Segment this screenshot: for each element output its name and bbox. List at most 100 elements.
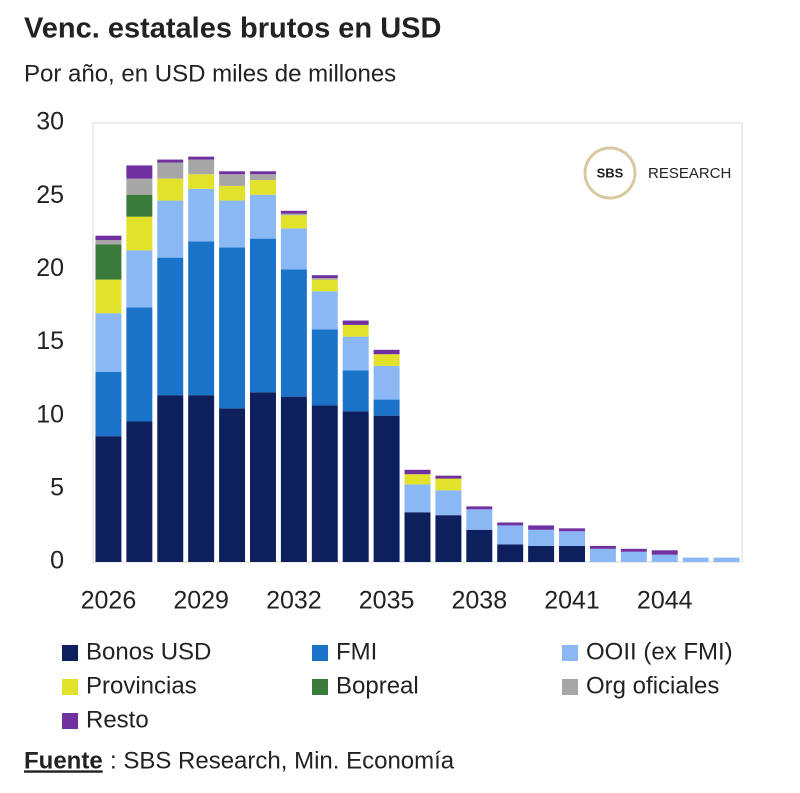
- bar-segment: [682, 557, 709, 562]
- y-tick-label: 0: [50, 547, 64, 575]
- bar-segment: [311, 278, 338, 280]
- bar-segment: [713, 557, 740, 562]
- bar-segment: [157, 257, 184, 396]
- bar-segment: [188, 156, 215, 160]
- bar-segment: [188, 395, 215, 562]
- chart-subtitle: Por año, en USD miles de millones: [24, 60, 396, 87]
- bar-segment: [126, 307, 153, 422]
- bar-segment: [528, 529, 555, 546]
- bar-segment: [219, 200, 246, 248]
- bar-segment: [95, 279, 122, 314]
- bar-segment: [435, 490, 462, 516]
- bar-segment: [280, 228, 307, 270]
- bar-segment: [219, 174, 246, 186]
- bar-segment: [249, 392, 276, 562]
- legend-swatch: [562, 679, 578, 695]
- bar-segment: [95, 313, 122, 372]
- bar-segment: [126, 165, 153, 179]
- watermark-logo-circle: [583, 146, 637, 200]
- bar-segment: [157, 395, 184, 562]
- bar-segment: [188, 188, 215, 242]
- legend-label: Provincias: [86, 672, 197, 699]
- y-tick-label: 25: [36, 181, 64, 209]
- bar-segment: [188, 241, 215, 396]
- bar-segment: [373, 349, 400, 355]
- bar-segment: [373, 354, 400, 366]
- x-tick-label: 2041: [544, 587, 600, 615]
- bar-segment: [589, 545, 616, 549]
- chart-title: Venc. estatales brutos en USD: [24, 13, 441, 45]
- bar-segment: [157, 159, 184, 163]
- bar-segment: [219, 171, 246, 175]
- bar-segment: [528, 525, 555, 530]
- legend-swatch: [62, 645, 78, 661]
- bar-segment: [311, 279, 338, 292]
- bar-segment: [249, 194, 276, 239]
- bar-segment: [620, 548, 647, 552]
- bar-segment: [249, 238, 276, 393]
- bar-segment: [311, 329, 338, 406]
- bar-segment: [157, 162, 184, 179]
- bar-segment: [157, 200, 184, 258]
- bar-segment: [249, 180, 276, 195]
- x-tick-label: 2038: [451, 587, 507, 615]
- legend-label: Bonos USD: [86, 638, 211, 665]
- bar-segment: [497, 522, 524, 526]
- bar-segment: [404, 512, 431, 562]
- bar-segment: [188, 159, 215, 175]
- bar-segment: [342, 324, 369, 337]
- legend-label: OOII (ex FMI): [586, 638, 733, 665]
- bar-segment: [126, 194, 153, 217]
- watermark-text: RESEARCH: [648, 165, 731, 182]
- bar-segment: [95, 436, 122, 562]
- y-tick-label: 20: [36, 254, 64, 282]
- legend-label: Org oficiales: [586, 672, 719, 699]
- bar-segment: [342, 336, 369, 371]
- bar-segment: [280, 269, 307, 397]
- bar-segment: [219, 408, 246, 562]
- bar-segment: [280, 213, 307, 216]
- legend-swatch: [312, 679, 328, 695]
- x-tick-label: 2044: [637, 587, 693, 615]
- x-tick-label: 2026: [81, 587, 137, 615]
- bar-segment: [342, 411, 369, 562]
- bar-segment: [126, 178, 153, 195]
- bar-segment: [404, 469, 431, 475]
- legend-swatch: [312, 645, 328, 661]
- bar-segment: [95, 371, 122, 437]
- bar-segment: [95, 235, 122, 241]
- bar-segment: [528, 545, 555, 562]
- bar-segment: [126, 250, 153, 308]
- source-label: Fuente: [24, 747, 103, 774]
- bar-segment: [559, 528, 586, 532]
- bar-segment: [651, 550, 678, 555]
- bar-segment: [373, 399, 400, 416]
- bar-segment: [651, 554, 678, 562]
- bar-segment: [342, 320, 369, 325]
- x-tick-label: 2029: [173, 587, 229, 615]
- y-tick-label: 30: [36, 108, 64, 136]
- bar-segment: [126, 421, 153, 562]
- legend-label: FMI: [336, 638, 377, 665]
- bar-segment: [188, 174, 215, 189]
- bar-segment: [95, 244, 122, 280]
- legend-label: Resto: [86, 706, 149, 733]
- bar-segment: [280, 210, 307, 214]
- bar-segment: [280, 396, 307, 562]
- bar-segment: [435, 478, 462, 491]
- bar-segment: [280, 215, 307, 229]
- bar-segment: [311, 275, 338, 279]
- x-tick-label: 2032: [266, 587, 322, 615]
- legend-swatch: [562, 645, 578, 661]
- legend-swatch: [62, 679, 78, 695]
- bar-segment: [589, 548, 616, 562]
- x-tick-label: 2035: [359, 587, 415, 615]
- legend-swatch: [62, 713, 78, 729]
- bar-segment: [404, 474, 431, 485]
- bar-segment: [620, 551, 647, 562]
- bar-segment: [342, 370, 369, 412]
- bar-segment: [466, 509, 493, 530]
- bar-segment: [126, 216, 153, 251]
- bar-segment: [435, 515, 462, 562]
